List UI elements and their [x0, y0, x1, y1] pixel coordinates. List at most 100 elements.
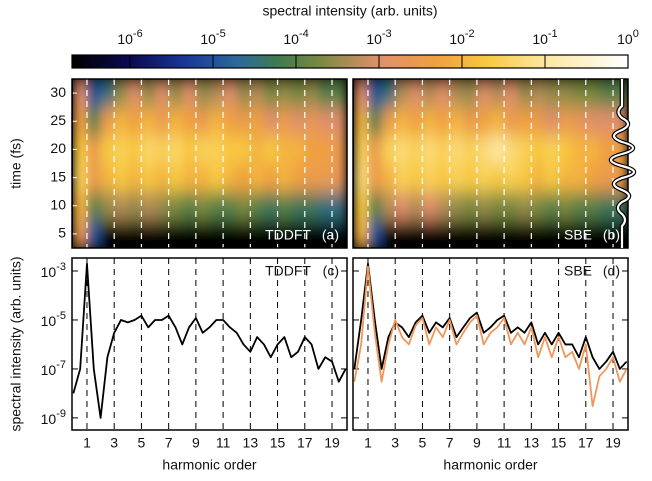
heatmap-cell	[476, 79, 491, 108]
heatmap	[354, 79, 628, 248]
heatmap-cell	[408, 135, 423, 164]
heatmap-cell	[73, 135, 88, 164]
heatmap-cell	[100, 107, 115, 136]
heatmap-cell	[155, 191, 170, 221]
heatmap-cell	[277, 135, 292, 164]
heatmap-cell	[250, 135, 265, 164]
heatmap-cell	[517, 135, 532, 164]
heatmap-cell	[490, 219, 505, 248]
heatmap-cell	[558, 219, 573, 248]
heatmap-cell	[250, 191, 265, 221]
heatmap-cell	[572, 163, 587, 193]
y-tick-label: 10-5	[41, 310, 66, 329]
heatmap-cell	[250, 79, 265, 108]
heatmap-cell	[73, 107, 88, 136]
y-tick-label: 10-9	[41, 408, 66, 427]
heatmap-cell	[263, 163, 279, 193]
heatmap-cell	[476, 163, 491, 193]
heatmap-cell	[291, 191, 306, 221]
heatmap-cell	[263, 219, 279, 248]
heatmap-cell	[304, 163, 319, 193]
heatmap-cell	[381, 191, 396, 221]
heatmap-cell	[277, 219, 292, 248]
panel-letter: (b)	[603, 227, 620, 243]
colorbar-title: spectral intensity (arb. units)	[262, 3, 437, 19]
heatmap-cell	[155, 219, 170, 248]
heatmap-cell	[114, 219, 129, 248]
heatmap-cell	[585, 163, 600, 193]
heatmap-cell	[114, 191, 129, 221]
heatmap-cell	[155, 135, 170, 164]
heatmap-cell	[395, 163, 410, 193]
heatmap-cell	[517, 163, 532, 193]
heatmap-cell	[436, 79, 451, 108]
heatmap-cell	[182, 219, 197, 248]
heatmap-cell	[490, 135, 505, 164]
heatmap-cell	[291, 107, 306, 136]
heatmap-cell	[250, 219, 265, 248]
heatmap-cell	[263, 107, 279, 136]
heatmap-cell	[558, 79, 573, 108]
heatmap-cell	[585, 79, 600, 108]
heatmap-cell	[86, 107, 102, 136]
heatmap-cell	[100, 135, 115, 164]
heatmap-cell	[141, 163, 156, 193]
heatmap-cell	[209, 163, 224, 193]
heatmap-cell	[236, 79, 251, 108]
heatmap-cell	[558, 135, 573, 164]
heatmap-cell	[436, 135, 451, 164]
panel-frame	[71, 78, 348, 249]
heatmap-cell	[504, 107, 519, 136]
colorbar-tick-label: 10-6	[117, 28, 142, 47]
heatmap-cell	[318, 191, 333, 221]
heatmap-clip	[73, 79, 347, 248]
heatmap-cell	[100, 219, 115, 248]
heatmap-cell	[463, 163, 478, 193]
heatmap-cell	[408, 79, 423, 108]
heatmap-cell	[517, 79, 532, 108]
heatmap-cell	[436, 219, 451, 248]
heatmap-cell	[127, 79, 142, 108]
heatmap-cell	[517, 107, 532, 136]
heatmap-cell	[422, 107, 437, 136]
heatmap-cell	[544, 107, 560, 136]
heatmap-cell	[544, 79, 560, 108]
x-tick-label: 19	[324, 435, 340, 451]
heatmap-cell	[572, 79, 587, 108]
heatmap-cell	[141, 191, 156, 221]
heatmap-cell	[223, 79, 238, 108]
heatmap-cell	[114, 163, 129, 193]
heatmap-cell	[504, 79, 519, 108]
colorbar-tick-label: 10-5	[200, 28, 225, 47]
x-tick-label: 15	[551, 435, 567, 451]
heatmap-cell	[291, 219, 306, 248]
heatmap-cell	[209, 79, 224, 108]
heatmap-cell	[86, 163, 102, 193]
heatmap-cell	[141, 107, 156, 136]
heatmap-cell	[504, 163, 519, 193]
colorbar-tick-label: 100	[617, 28, 639, 47]
heatmap-cell	[304, 135, 319, 164]
heatmap-cell	[422, 191, 437, 221]
heatmap-cell	[558, 191, 573, 221]
heatmap-cell	[367, 163, 383, 193]
x-tick-label: 13	[243, 435, 259, 451]
heatmap-cell	[168, 135, 183, 164]
heatmap-cell	[332, 191, 347, 221]
heatmap-cell	[236, 135, 251, 164]
y-axis-label: spectral intensity (arb. units)	[8, 256, 24, 431]
x-tick-label: 13	[524, 435, 540, 451]
heatmap-cell	[585, 135, 600, 164]
heatmap-cell	[223, 219, 238, 248]
x-tick-label: 3	[391, 435, 399, 451]
heatmap-cell	[585, 107, 600, 136]
heatmap-cell	[449, 107, 464, 136]
heatmap-cell	[517, 191, 532, 221]
heatmap-cell	[155, 163, 170, 193]
heatmap-cell	[223, 191, 238, 221]
heatmap-cell	[531, 107, 546, 136]
panel-frame	[71, 257, 348, 431]
heatmap-cell	[476, 135, 491, 164]
heatmap-cell	[354, 135, 369, 164]
